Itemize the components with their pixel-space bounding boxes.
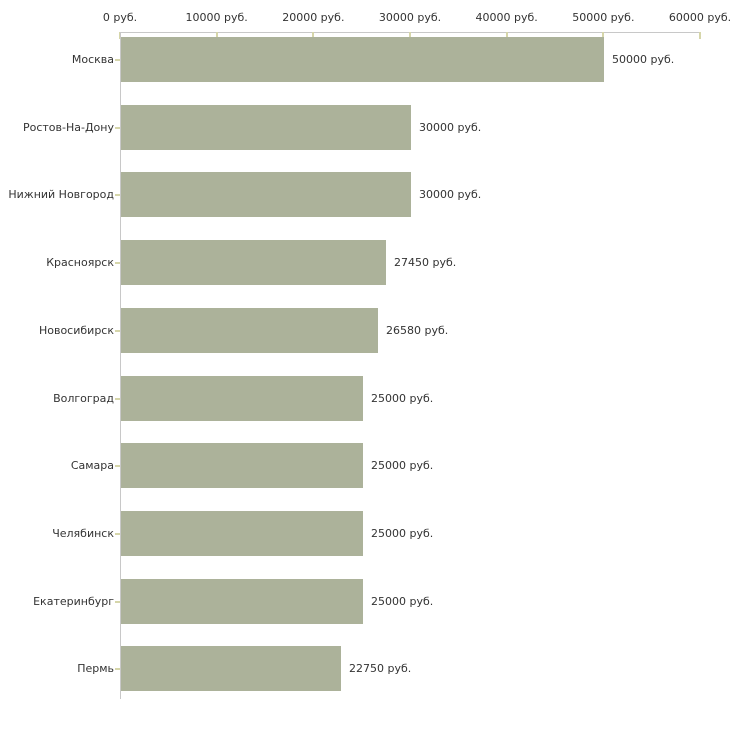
salary-bar [121, 308, 378, 353]
salary-bar [121, 172, 411, 217]
salary-bar [121, 443, 363, 488]
y-axis-tick-mark [115, 126, 120, 129]
value-label: 25000 руб. [371, 391, 434, 405]
y-axis-tick-mark [115, 532, 120, 535]
y-axis-tick-mark [115, 329, 120, 332]
city-label: Самара [70, 458, 114, 472]
value-label: 26580 руб. [386, 323, 449, 337]
x-axis-tick-label: 40000 руб. [475, 11, 538, 24]
salary-bar [121, 646, 341, 691]
value-label: 25000 руб. [371, 594, 434, 608]
x-axis-tick-label: 60000 руб. [668, 11, 730, 24]
city-label: Красноярск [46, 255, 114, 269]
value-label: 25000 руб. [371, 458, 434, 472]
y-axis-line [120, 32, 121, 699]
salary-bar [121, 37, 604, 82]
y-axis-tick-mark [115, 58, 120, 61]
salary-bar [121, 240, 386, 285]
y-axis-tick-mark [115, 397, 120, 400]
x-axis-tick-label: 50000 руб. [572, 11, 635, 24]
x-axis-tick-mark [409, 32, 411, 39]
value-label: 30000 руб. [419, 187, 482, 201]
salary-bar [121, 105, 411, 150]
city-label: Екатеринбург [33, 594, 114, 608]
x-axis-tick-mark [312, 32, 315, 39]
city-label: Нижний Новгород [8, 187, 114, 201]
value-label: 27450 руб. [394, 255, 457, 269]
city-label: Челябинск [52, 526, 114, 540]
y-axis-tick-mark [115, 600, 120, 603]
x-axis-tick-mark [215, 32, 218, 39]
x-axis-tick-mark [602, 32, 605, 39]
x-axis-tick-mark [699, 32, 701, 39]
city-label: Ростов-На-Дону [22, 120, 114, 134]
salary-bar [121, 376, 363, 421]
city-label: Москва [71, 52, 114, 66]
value-label: 50000 руб. [612, 52, 675, 66]
y-axis-tick-mark [115, 667, 120, 670]
city-label: Волгоград [53, 391, 114, 405]
x-axis-tick-label: 20000 руб. [282, 11, 345, 24]
salary-bar [121, 511, 363, 556]
y-axis-tick-mark [115, 464, 120, 467]
value-label: 30000 руб. [419, 120, 482, 134]
y-axis-tick-mark [115, 261, 120, 264]
x-axis-tick-label: 30000 руб. [378, 11, 442, 24]
city-label: Новосибирск [38, 323, 114, 337]
x-axis-tick-label: 10000 руб. [185, 11, 248, 24]
salary-bar [121, 579, 363, 624]
city-label: Пермь [77, 661, 114, 675]
value-label: 25000 руб. [371, 526, 434, 540]
y-axis-tick-mark [115, 193, 120, 196]
value-label: 22750 руб. [349, 661, 412, 675]
x-axis-tick-mark [505, 32, 508, 39]
x-axis-tick-label: 0 руб. [102, 11, 138, 24]
